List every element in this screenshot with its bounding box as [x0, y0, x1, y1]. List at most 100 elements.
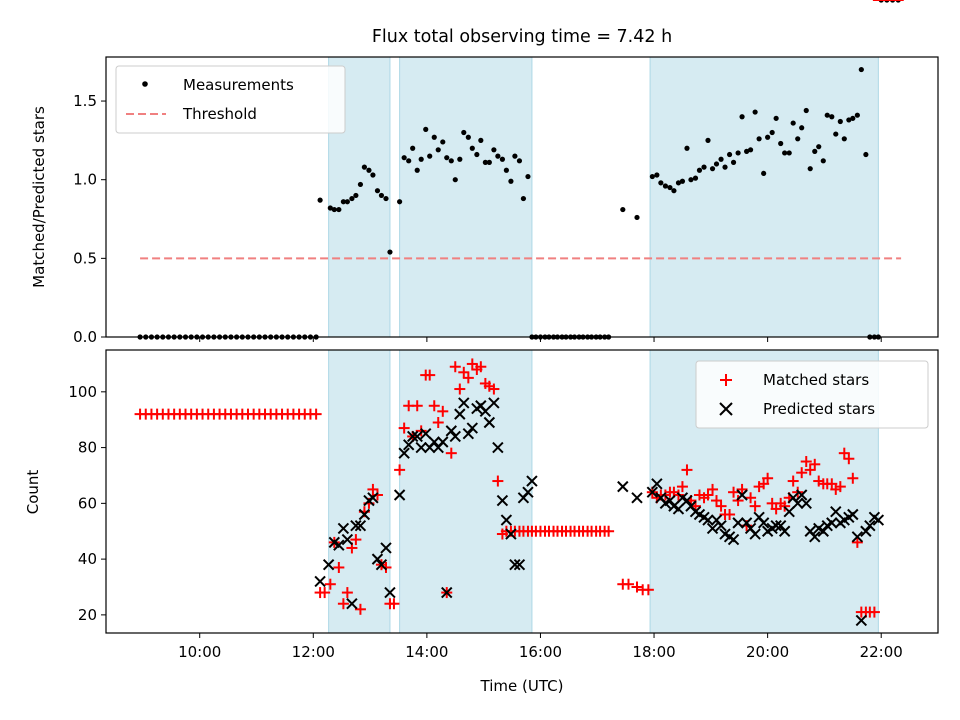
- measurement-point: [803, 107, 809, 114]
- matched-star-point: [834, 481, 846, 493]
- predicted-star-point: [314, 575, 326, 588]
- matched-star-point: [411, 400, 423, 412]
- predicted-star-point: [774, 519, 787, 532]
- legend-threshold-label: Threshold: [182, 105, 257, 123]
- measurement-point: [824, 112, 830, 118]
- matched-star-point: [728, 486, 740, 498]
- matched-star-point: [745, 492, 757, 504]
- predicted-star-point: [664, 494, 676, 507]
- measurement-point: [525, 173, 531, 180]
- measurement-point: [752, 109, 758, 115]
- predicted-star-point: [757, 517, 770, 529]
- predicted-star-point: [702, 514, 714, 526]
- measurement-point: [692, 175, 699, 181]
- measurement-point: [735, 150, 741, 156]
- predicted-star-point: [406, 430, 419, 443]
- predicted-star-point: [322, 558, 335, 571]
- measurement-point: [773, 115, 779, 121]
- measurement-point: [452, 177, 458, 183]
- predicted-star-point: [826, 517, 838, 529]
- x-tick-label: 14:00: [405, 643, 448, 661]
- measurement-point: [786, 150, 792, 156]
- matched-star-point: [354, 603, 366, 615]
- measurement-point: [317, 197, 323, 203]
- matched-star-point: [851, 536, 863, 548]
- predicted-star-point: [770, 519, 782, 532]
- measurement-point: [478, 137, 484, 143]
- predicted-star-point: [706, 522, 719, 535]
- predicted-star-point: [354, 519, 367, 532]
- measurement-point: [705, 137, 711, 143]
- measurement-point: [435, 147, 441, 153]
- predicted-star-point: [505, 528, 517, 540]
- predicted-star-point: [727, 533, 740, 546]
- measurement-point: [761, 170, 767, 177]
- matched-star-point: [371, 489, 383, 501]
- predicted-star-point: [522, 486, 534, 498]
- predicted-star-point: [817, 525, 829, 537]
- measurement-point: [440, 139, 446, 145]
- bottom-y-tick-label: 80: [78, 439, 97, 457]
- predicted-star-point: [420, 427, 432, 440]
- measurement-point: [778, 140, 784, 147]
- measurement-point: [795, 136, 801, 142]
- measurement-point: [679, 178, 686, 184]
- measurement-point: [427, 153, 433, 159]
- legend-predicted-label: Predicted stars: [763, 400, 875, 418]
- matched-star-point: [428, 400, 440, 412]
- predicted-star-point: [371, 553, 384, 565]
- measurement-point: [374, 188, 381, 194]
- matched-star-point: [310, 408, 322, 420]
- top-shaded-region-2: [650, 57, 879, 337]
- matched-star-point: [622, 578, 634, 590]
- predicted-star-point: [872, 514, 885, 526]
- bottom-y-axis-label: Count: [24, 470, 42, 515]
- matched-star-point: [424, 369, 436, 381]
- measurement-point: [461, 129, 467, 136]
- predicted-star-point: [631, 492, 643, 504]
- matched-star-point: [388, 598, 400, 610]
- predicted-star-point: [333, 539, 345, 551]
- measurement-point: [444, 155, 450, 161]
- predicted-star-point: [411, 430, 423, 443]
- measurement-point: [837, 118, 843, 125]
- measurement-point: [378, 192, 385, 199]
- measurement-point: [696, 167, 703, 173]
- top-shaded-region-1: [399, 57, 532, 337]
- measurement-point: [782, 150, 788, 156]
- measurement-point: [722, 164, 728, 170]
- measurement-point: [469, 145, 475, 151]
- predicted-stars-points: [314, 397, 885, 627]
- matched-star-point: [749, 500, 761, 512]
- measurement-point: [684, 145, 690, 151]
- predicted-star-point: [367, 492, 379, 504]
- predicted-star-point: [672, 503, 685, 515]
- predicted-star-point: [800, 497, 812, 510]
- measurement-point: [658, 180, 664, 186]
- top-y-ticks: 0.0 0.5 1.0 1.5: [73, 92, 106, 346]
- matched-star-point: [724, 509, 736, 521]
- bottom-y-tick-label: 40: [78, 550, 97, 568]
- measurement-point: [769, 129, 775, 136]
- measurement-point: [336, 206, 342, 213]
- legend-measurements-label: Measurements: [183, 76, 294, 94]
- top-panel: 0.0 0.5 1.0 1.5 Matched/Predicted stars Mea…: [30, 0, 939, 346]
- bottom-shaded-region-1: [399, 350, 532, 633]
- predicted-star-point: [860, 525, 872, 537]
- matched-star-point: [847, 472, 859, 484]
- matched-star-point: [676, 481, 688, 493]
- predicted-star-point: [500, 514, 513, 526]
- measurement-point: [370, 172, 376, 178]
- matched-star-point: [779, 500, 791, 512]
- predicted-star-point: [337, 522, 350, 535]
- predicted-star-point: [864, 519, 876, 532]
- measurement-point: [344, 199, 350, 205]
- bottom-legend-box: [695, 360, 929, 429]
- matched-star-point: [631, 581, 643, 593]
- predicted-star-point: [428, 436, 440, 448]
- measurement-point: [503, 167, 509, 173]
- predicted-star-point: [384, 586, 396, 599]
- measurement-point: [816, 144, 822, 150]
- measurement-point: [846, 117, 852, 123]
- matched-star-point: [324, 578, 336, 590]
